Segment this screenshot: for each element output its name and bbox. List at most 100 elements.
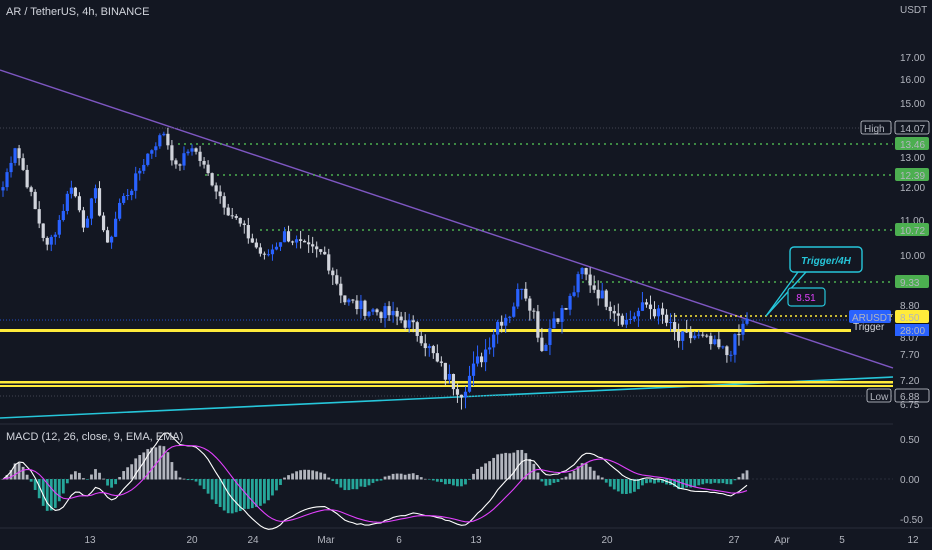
macd-histogram-bar [431, 479, 435, 481]
macd-histogram-bar [419, 477, 423, 480]
macd-histogram-bar [33, 479, 37, 490]
price-axis-tick: 8.07 [900, 333, 920, 344]
candle [371, 307, 375, 316]
macd-histogram-bar [291, 473, 294, 480]
candle [246, 217, 250, 244]
callout-text: Trigger/4H [801, 256, 852, 267]
macd-histogram-bar [186, 479, 190, 481]
candle [725, 345, 729, 363]
price-axis[interactable]: 17.00 16.00 15.00 14.07 13.46 13.00 12.3912.00… [849, 53, 930, 411]
macd-histogram-bar [443, 479, 447, 485]
rising-support-line[interactable] [0, 376, 894, 419]
candle [114, 211, 118, 238]
candle [29, 185, 33, 197]
candle [668, 313, 673, 332]
candle [343, 295, 347, 305]
macd-histogram-bar [190, 479, 194, 481]
candle [592, 275, 596, 294]
candle [628, 310, 632, 324]
candle [45, 236, 49, 251]
candle [407, 313, 411, 333]
candle [443, 362, 447, 386]
macd-histogram-bar [415, 475, 419, 480]
macd-histogram-bar [122, 471, 126, 480]
candle [174, 158, 178, 169]
price-tag-bg [895, 223, 929, 236]
descending-trendline[interactable] [0, 69, 894, 369]
candle [729, 350, 733, 362]
support-zone-lower[interactable] [0, 381, 893, 384]
candles-layer [1, 127, 749, 410]
candle [270, 244, 275, 261]
macd-histogram-bar [250, 479, 254, 509]
candle [290, 240, 295, 246]
candle [624, 312, 628, 329]
macd-histogram-bar [657, 479, 660, 483]
macd-histogram-bar [379, 479, 383, 481]
macd-histogram-bar [102, 478, 105, 480]
candle [737, 324, 741, 346]
macd-histogram-bar [713, 479, 717, 483]
macd-histogram-bar [645, 479, 648, 484]
candle [471, 351, 476, 387]
candle [620, 313, 624, 327]
time-axis[interactable]: 13 20 24 Mar 6 13 20 27 Apr 5 12 [84, 535, 919, 546]
time-axis-tick: 20 [601, 535, 613, 546]
macd-histogram-bar [592, 470, 596, 480]
price-note[interactable]: 8.51 [787, 287, 826, 307]
candle [596, 280, 600, 306]
macd-histogram-bar [246, 479, 250, 509]
macd-axis: 0.50 0.00 -0.50 [900, 435, 923, 526]
candle [544, 343, 548, 352]
candle [572, 285, 576, 298]
candle [194, 147, 198, 155]
candle [640, 291, 645, 311]
candle [214, 182, 218, 200]
macd-histogram-bar [399, 473, 403, 480]
macd-histogram-bar [616, 479, 620, 492]
macd-histogram-bar [624, 479, 628, 494]
support-zone-upper[interactable] [0, 329, 893, 332]
candle [681, 330, 685, 350]
candle [17, 144, 21, 166]
candle [1, 181, 5, 197]
macd-histogram-bar [576, 466, 580, 480]
macd-histogram-bar [307, 469, 311, 480]
price-axis-tick: 7.70 [900, 350, 920, 361]
macd-histogram-bar [532, 463, 536, 480]
candle [238, 217, 242, 227]
candle [367, 310, 371, 318]
last-price-tag-bg [895, 324, 929, 336]
candle [190, 144, 194, 156]
time-axis-tick: 5 [839, 535, 845, 546]
candle [93, 184, 98, 203]
macd-histogram-bar [21, 466, 25, 480]
candle [250, 233, 254, 244]
macd-histogram-bar [343, 479, 347, 491]
price-tag-bg [894, 388, 930, 403]
macd-histogram-bar [456, 479, 459, 487]
price-axis-tick: 13.46 [900, 140, 925, 151]
candle [403, 312, 407, 331]
candle [689, 326, 693, 344]
candle [548, 319, 552, 356]
macd-indicator-label[interactable]: MACD (12, 26, close, 9, EMA, EMA) [6, 431, 184, 443]
candle [294, 235, 299, 249]
macd-histogram-bar [387, 475, 391, 480]
trigger-callout[interactable]: Trigger/4H [765, 246, 863, 317]
macd-histogram-bar [110, 479, 113, 488]
macd-histogram-bar [166, 452, 170, 480]
macd-histogram-bar [560, 478, 564, 480]
candle [560, 305, 564, 334]
candle [475, 345, 480, 367]
support-zone-lower-2[interactable] [0, 385, 893, 387]
candle [685, 319, 689, 333]
macd-histogram-bar [222, 479, 226, 511]
macd-histogram-bar [725, 479, 729, 485]
macd-histogram-bar [78, 472, 81, 480]
candle [492, 330, 496, 357]
macd-histogram-bar [283, 477, 286, 480]
candle [648, 295, 653, 320]
price-axis-tick: 8.80 [900, 301, 920, 312]
